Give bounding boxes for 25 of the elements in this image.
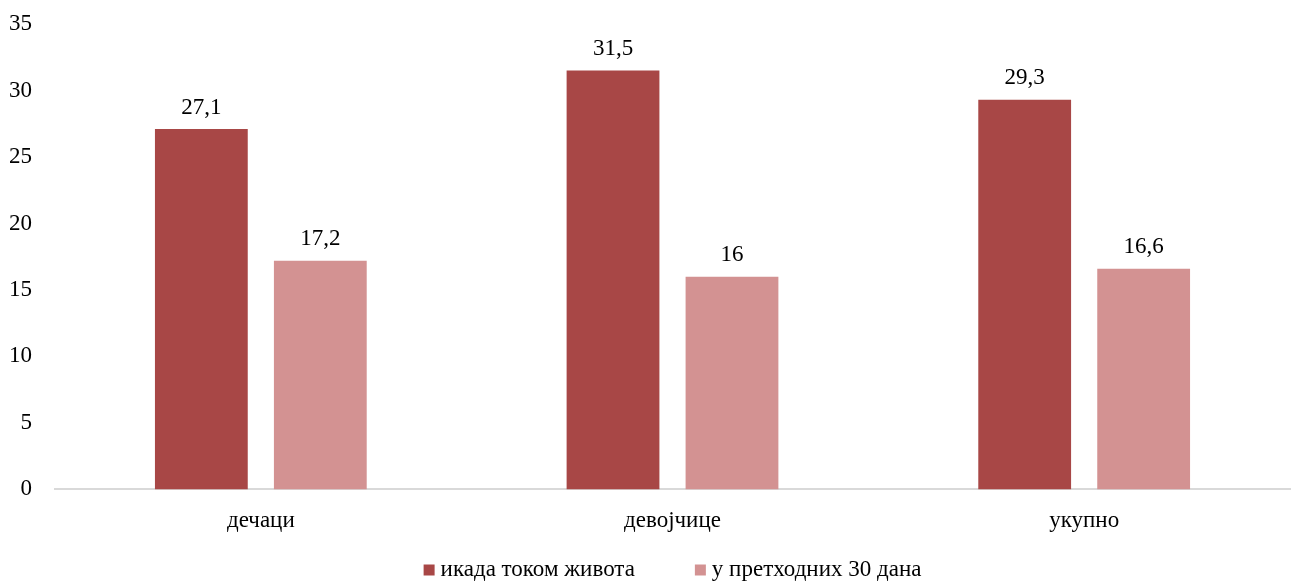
bar [566, 70, 660, 490]
legend-label: у претходних 30 дана [711, 556, 922, 582]
y-tick-label: 0 [20, 475, 32, 501]
data-label: 16,6 [1123, 233, 1164, 259]
x-tick-label: укупно [1049, 507, 1120, 533]
bar [685, 276, 779, 490]
y-tick-label: 25 [9, 143, 32, 169]
x-tick-label: девојчице [624, 507, 721, 533]
y-tick-label: 30 [9, 76, 32, 102]
data-label: 29,3 [1004, 64, 1045, 90]
data-label: 17,2 [300, 225, 341, 251]
y-tick-label: 5 [20, 408, 32, 434]
y-tick-label: 10 [9, 342, 32, 368]
bar [1097, 268, 1191, 490]
bar [273, 260, 367, 490]
data-label: 16 [720, 241, 744, 267]
x-tick-label: дечаци [226, 507, 295, 533]
bar [154, 129, 248, 490]
data-label: 27,1 [181, 93, 222, 119]
y-tick-label: 35 [9, 10, 32, 36]
y-tick-label: 15 [9, 275, 32, 301]
y-tick-label: 20 [9, 209, 32, 235]
data-label: 31,5 [592, 35, 634, 61]
legend-label: икада током живота [440, 556, 635, 582]
bar [978, 99, 1072, 490]
